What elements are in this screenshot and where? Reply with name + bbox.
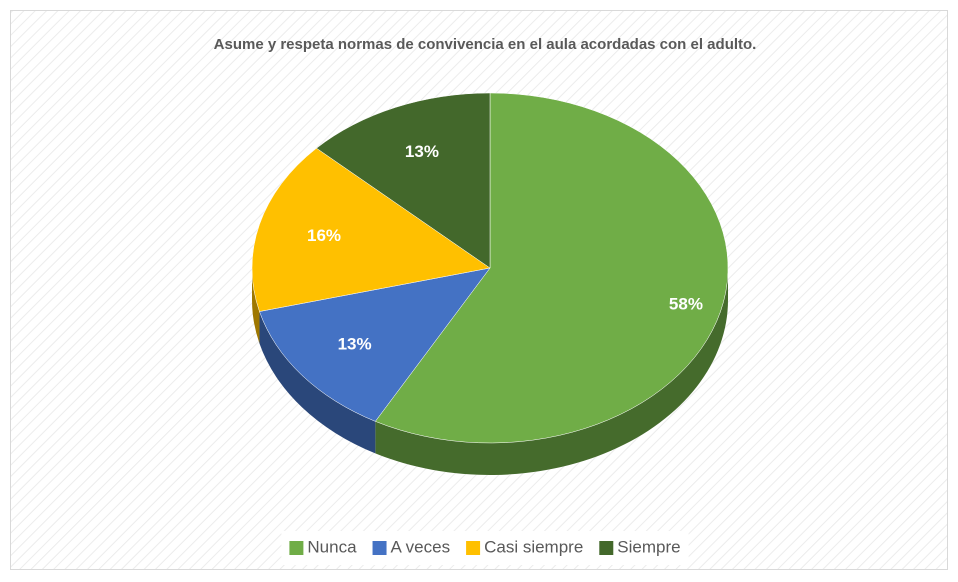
slice (259, 267, 491, 422)
legend-label: Nunca (307, 537, 357, 556)
legend-label: Siempre (617, 537, 680, 556)
slice (316, 92, 491, 269)
data-label: 16% (307, 226, 341, 245)
legend: Nunca A veces Casi siempre Siempre (289, 537, 681, 556)
slice (374, 92, 729, 444)
legend-swatch (289, 541, 304, 555)
slice-side (259, 311, 376, 454)
legend-label: A veces (391, 537, 451, 556)
legend-bg (281, 531, 689, 565)
legend-label: Casi siempre (484, 537, 583, 556)
data-label: 58% (669, 294, 703, 313)
legend-swatch (466, 541, 481, 555)
slice (251, 147, 491, 312)
data-label: 13% (338, 335, 372, 354)
legend-swatch (599, 541, 614, 555)
chart-title: Asume y respeta normas de convivencia en… (214, 36, 757, 53)
legend-swatch (372, 541, 387, 555)
slice-side (252, 268, 260, 344)
slice-side (375, 268, 728, 475)
data-label: 13% (405, 142, 439, 161)
